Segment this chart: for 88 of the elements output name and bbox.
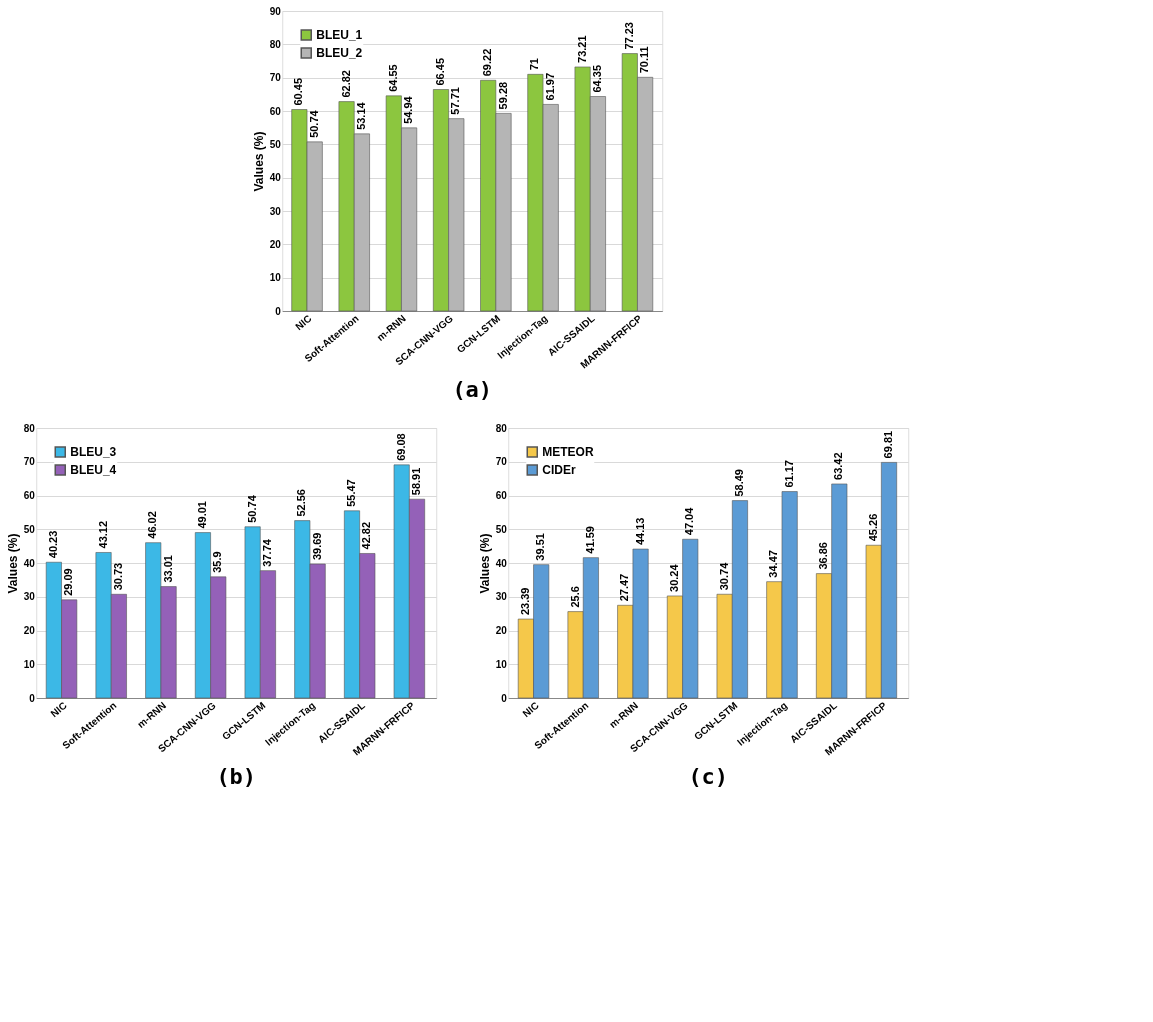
data-label: 69.22 bbox=[481, 48, 494, 77]
data-label: 40.23 bbox=[46, 530, 59, 559]
data-label: 27.47 bbox=[618, 573, 631, 602]
data-label: 53.14 bbox=[354, 101, 367, 130]
data-label: 57.71 bbox=[449, 87, 462, 115]
data-label: 49.01 bbox=[195, 501, 208, 529]
data-label: 50.74 bbox=[307, 109, 320, 138]
data-label: 42.82 bbox=[360, 521, 373, 550]
data-label: 30.74 bbox=[717, 561, 730, 591]
y-tick-label: 80 bbox=[269, 38, 282, 50]
data-label: 62.82 bbox=[339, 70, 352, 98]
text: (c) bbox=[688, 763, 729, 789]
y-tick-label: 50 bbox=[23, 523, 36, 535]
y-tick-label: 60 bbox=[269, 105, 282, 117]
y-tick-label: 50 bbox=[269, 138, 282, 150]
y-tick-label: 70 bbox=[23, 456, 36, 468]
legend-label: BLEU_2 bbox=[316, 46, 363, 60]
data-label: 47.04 bbox=[683, 506, 696, 536]
data-label: 45.26 bbox=[866, 513, 879, 542]
legend-label: BLEU_3 bbox=[70, 445, 117, 459]
y-tick-label: 80 bbox=[23, 422, 36, 434]
data-label: 41.59 bbox=[583, 526, 596, 554]
data-label: 44.13 bbox=[633, 517, 646, 546]
y-tick-label: 40 bbox=[23, 557, 36, 569]
data-label: 37.74 bbox=[260, 538, 273, 567]
y-tick-label: 20 bbox=[269, 238, 282, 250]
data-label: 25.6 bbox=[568, 586, 581, 608]
y-tick-label: 70 bbox=[269, 72, 282, 84]
legend-label: BLEU_4 bbox=[70, 463, 117, 477]
data-label: 50.74 bbox=[245, 494, 258, 523]
data-label: 61.97 bbox=[543, 72, 556, 101]
data-label: 60.45 bbox=[292, 77, 305, 106]
data-label: 29.09 bbox=[62, 568, 75, 596]
data-label: 64.35 bbox=[590, 64, 603, 93]
y-tick-label: 60 bbox=[495, 490, 508, 501]
data-label: 33.01 bbox=[161, 555, 174, 583]
y-tick-label: 40 bbox=[495, 557, 508, 569]
data-label: 73.21 bbox=[575, 35, 588, 63]
data-label: 63.42 bbox=[832, 452, 845, 480]
text: (b) bbox=[216, 763, 257, 789]
y-tick-label: 20 bbox=[23, 625, 36, 636]
y-axis-title: Values (%) bbox=[477, 533, 492, 594]
data-label: 30.73 bbox=[111, 562, 124, 591]
y-tick-label: 90 bbox=[269, 5, 282, 17]
data-label: 54.94 bbox=[402, 95, 415, 124]
y-tick-label: 70 bbox=[495, 456, 508, 468]
y-tick-label: 80 bbox=[495, 422, 508, 434]
data-label: 66.45 bbox=[433, 57, 446, 86]
data-label: 70.11 bbox=[638, 46, 651, 74]
data-label: 64.55 bbox=[386, 64, 399, 92]
data-label: 69.81 bbox=[882, 430, 895, 459]
data-label: 69.08 bbox=[394, 433, 407, 461]
data-label: 34.47 bbox=[767, 550, 780, 578]
data-label: 52.56 bbox=[295, 489, 308, 517]
y-tick-label: 40 bbox=[269, 172, 282, 184]
data-label: 36.86 bbox=[817, 542, 829, 570]
y-axis-title: Values (%) bbox=[251, 131, 266, 192]
data-label: 30.24 bbox=[667, 563, 680, 592]
data-label: 59.28 bbox=[496, 81, 509, 110]
y-tick-label: 10 bbox=[269, 272, 282, 284]
text: (a) bbox=[452, 376, 493, 402]
y-tick-label: 10 bbox=[23, 658, 36, 670]
y-tick-label: 50 bbox=[495, 523, 508, 535]
data-label: 77.23 bbox=[622, 22, 635, 50]
data-label: 71 bbox=[528, 58, 541, 71]
data-label: 43.12 bbox=[96, 520, 109, 549]
y-tick-label: 0 bbox=[501, 692, 508, 704]
data-label: 23.39 bbox=[518, 587, 531, 616]
y-axis-title: Values (%) bbox=[5, 533, 20, 594]
y-tick-label: 30 bbox=[23, 591, 36, 603]
data-label: 61.17 bbox=[782, 460, 795, 488]
legend-label: METEOR bbox=[542, 445, 594, 459]
y-tick-label: 0 bbox=[275, 305, 282, 317]
data-label: 39.51 bbox=[534, 533, 547, 561]
data-label: 39.69 bbox=[310, 532, 323, 561]
y-tick-label: 30 bbox=[495, 591, 508, 603]
data-label: 55.47 bbox=[345, 479, 357, 507]
y-tick-label: 60 bbox=[23, 490, 36, 501]
y-tick-label: 20 bbox=[495, 625, 508, 636]
y-tick-label: 10 bbox=[495, 658, 508, 670]
data-label: 58.49 bbox=[732, 469, 745, 497]
data-label: 46.02 bbox=[146, 511, 159, 539]
data-label: 35.9 bbox=[211, 551, 224, 573]
y-tick-label: 30 bbox=[269, 205, 282, 217]
y-tick-label: 0 bbox=[29, 692, 36, 704]
data-label: 58.91 bbox=[410, 467, 423, 496]
legend-label: BLEU_1 bbox=[316, 28, 363, 42]
legend-label: CIDEr bbox=[542, 463, 576, 477]
